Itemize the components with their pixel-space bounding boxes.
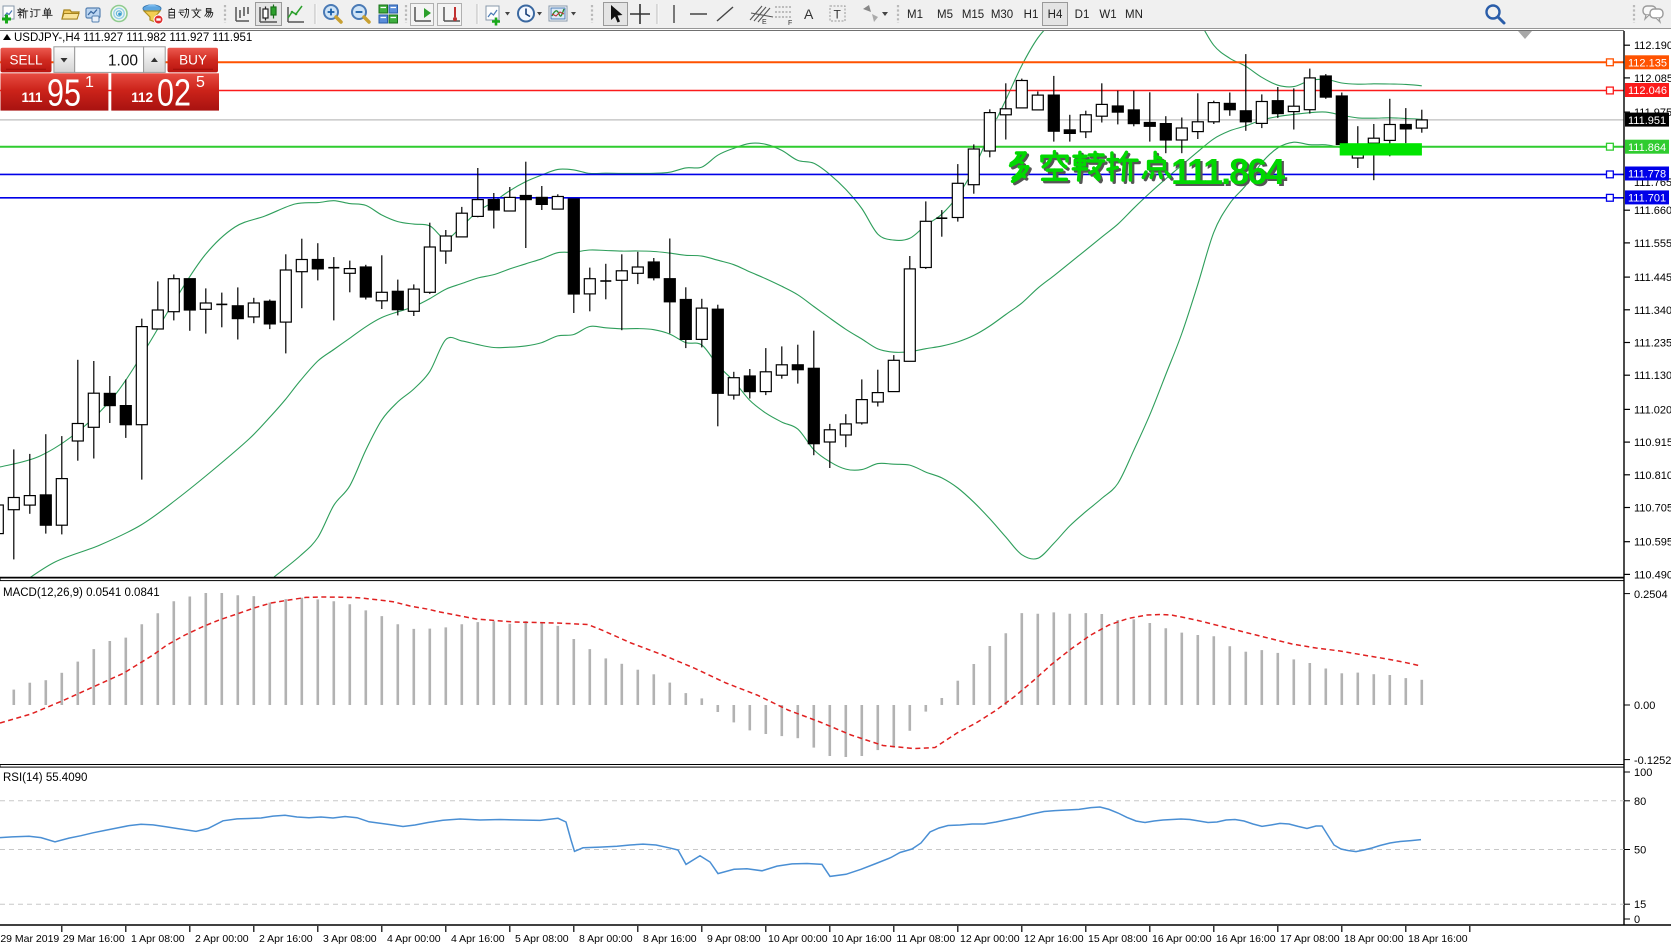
svg-text:112.046: 112.046 xyxy=(1628,85,1667,97)
svg-text:F: F xyxy=(788,20,792,27)
svg-text:16 Apr 16:00: 16 Apr 16:00 xyxy=(1216,933,1276,945)
svg-text:15 Apr 08:00: 15 Apr 08:00 xyxy=(1088,933,1148,945)
svg-text:112: 112 xyxy=(131,90,153,105)
svg-text:95: 95 xyxy=(47,73,81,115)
svg-text:MACD(12,26,9) 0.0541 0.0841: MACD(12,26,9) 0.0541 0.0841 xyxy=(3,587,160,599)
svg-text:H1: H1 xyxy=(1024,9,1039,21)
svg-text:50: 50 xyxy=(1634,845,1646,857)
svg-text:10 Apr 16:00: 10 Apr 16:00 xyxy=(832,933,892,945)
svg-text:3 Apr 08:00: 3 Apr 08:00 xyxy=(323,933,377,945)
svg-text:1 Apr 08:00: 1 Apr 08:00 xyxy=(131,933,185,945)
svg-text:02: 02 xyxy=(157,73,191,115)
svg-text:W1: W1 xyxy=(1099,9,1116,21)
svg-text:A: A xyxy=(804,6,814,22)
svg-text:5: 5 xyxy=(196,74,205,91)
svg-text:T: T xyxy=(834,8,842,22)
svg-text:111.340: 111.340 xyxy=(1634,305,1671,317)
svg-text:BUY: BUY xyxy=(179,53,207,68)
svg-text:111.778: 111.778 xyxy=(1628,169,1666,181)
svg-text:M5: M5 xyxy=(937,9,953,21)
svg-text:11 Apr 08:00: 11 Apr 08:00 xyxy=(896,933,955,945)
svg-text:-0.1252: -0.1252 xyxy=(1634,755,1671,767)
svg-text:0.2504: 0.2504 xyxy=(1634,589,1668,601)
svg-text:12 Apr 00:00: 12 Apr 00:00 xyxy=(960,933,1020,945)
svg-text:100: 100 xyxy=(1634,767,1652,779)
svg-text:18 Apr 16:00: 18 Apr 16:00 xyxy=(1408,933,1468,945)
svg-text:80: 80 xyxy=(1634,796,1646,808)
svg-text:2 Apr 16:00: 2 Apr 16:00 xyxy=(259,933,313,945)
svg-text:8 Apr 16:00: 8 Apr 16:00 xyxy=(643,933,697,945)
svg-text:110.490: 110.490 xyxy=(1634,569,1671,581)
svg-text:111.864: 111.864 xyxy=(1171,151,1285,192)
svg-text:H4: H4 xyxy=(1048,9,1063,21)
svg-text:1.00: 1.00 xyxy=(108,53,139,70)
svg-text:M1: M1 xyxy=(907,9,923,21)
svg-text:29 Mar 2019: 29 Mar 2019 xyxy=(0,933,59,945)
svg-text:5 Apr 08:00: 5 Apr 08:00 xyxy=(515,933,569,945)
svg-text:111.235: 111.235 xyxy=(1634,338,1671,350)
svg-text:112.190: 112.190 xyxy=(1634,40,1671,52)
svg-text:10 Apr 00:00: 10 Apr 00:00 xyxy=(768,933,828,945)
svg-text:111.130: 111.130 xyxy=(1634,370,1671,382)
svg-text:16 Apr 00:00: 16 Apr 00:00 xyxy=(1152,933,1212,945)
svg-text:D1: D1 xyxy=(1075,9,1090,21)
svg-text:111.445: 111.445 xyxy=(1634,272,1671,284)
svg-text:111.020: 111.020 xyxy=(1634,404,1671,416)
svg-text:110.705: 110.705 xyxy=(1634,503,1671,515)
svg-text:111.864: 111.864 xyxy=(1628,142,1666,154)
svg-text:110.810: 110.810 xyxy=(1634,470,1671,482)
svg-text:RSI(14) 55.4090: RSI(14) 55.4090 xyxy=(3,772,87,784)
svg-text:12 Apr 16:00: 12 Apr 16:00 xyxy=(1024,933,1084,945)
svg-text:111.701: 111.701 xyxy=(1628,193,1666,205)
svg-text:M15: M15 xyxy=(962,9,984,21)
svg-text:111.951: 111.951 xyxy=(1628,115,1666,127)
svg-text:2 Apr 00:00: 2 Apr 00:00 xyxy=(195,933,249,945)
svg-text:112.135: 112.135 xyxy=(1628,58,1667,70)
svg-text:8 Apr 00:00: 8 Apr 00:00 xyxy=(579,933,633,945)
svg-text:112.085: 112.085 xyxy=(1634,73,1671,85)
svg-text:110.595: 110.595 xyxy=(1634,537,1671,549)
svg-text:1: 1 xyxy=(85,74,94,91)
svg-text:4 Apr 00:00: 4 Apr 00:00 xyxy=(387,933,441,945)
svg-text:M30: M30 xyxy=(991,9,1013,21)
svg-text:17 Apr 08:00: 17 Apr 08:00 xyxy=(1280,933,1340,945)
svg-text:0: 0 xyxy=(1634,914,1640,926)
svg-text:111.555: 111.555 xyxy=(1634,238,1671,250)
svg-text:E: E xyxy=(762,19,767,26)
svg-text:SELL: SELL xyxy=(9,53,43,68)
svg-text:4 Apr 16:00: 4 Apr 16:00 xyxy=(451,933,505,945)
svg-text:9 Apr 08:00: 9 Apr 08:00 xyxy=(707,933,761,945)
svg-text:111.660: 111.660 xyxy=(1634,205,1671,217)
svg-text:110.915: 110.915 xyxy=(1634,437,1671,449)
svg-text:18 Apr 00:00: 18 Apr 00:00 xyxy=(1344,933,1404,945)
svg-text:0.00: 0.00 xyxy=(1634,700,1655,712)
svg-text:USDJPY-,H4 111.927 111.982 11: USDJPY-,H4 111.927 111.982 111.927 111.9… xyxy=(14,32,252,44)
svg-text:15: 15 xyxy=(1634,899,1646,911)
svg-text:111: 111 xyxy=(21,90,43,105)
svg-text:MN: MN xyxy=(1125,9,1143,21)
svg-text:29 Mar 16:00: 29 Mar 16:00 xyxy=(63,933,125,945)
